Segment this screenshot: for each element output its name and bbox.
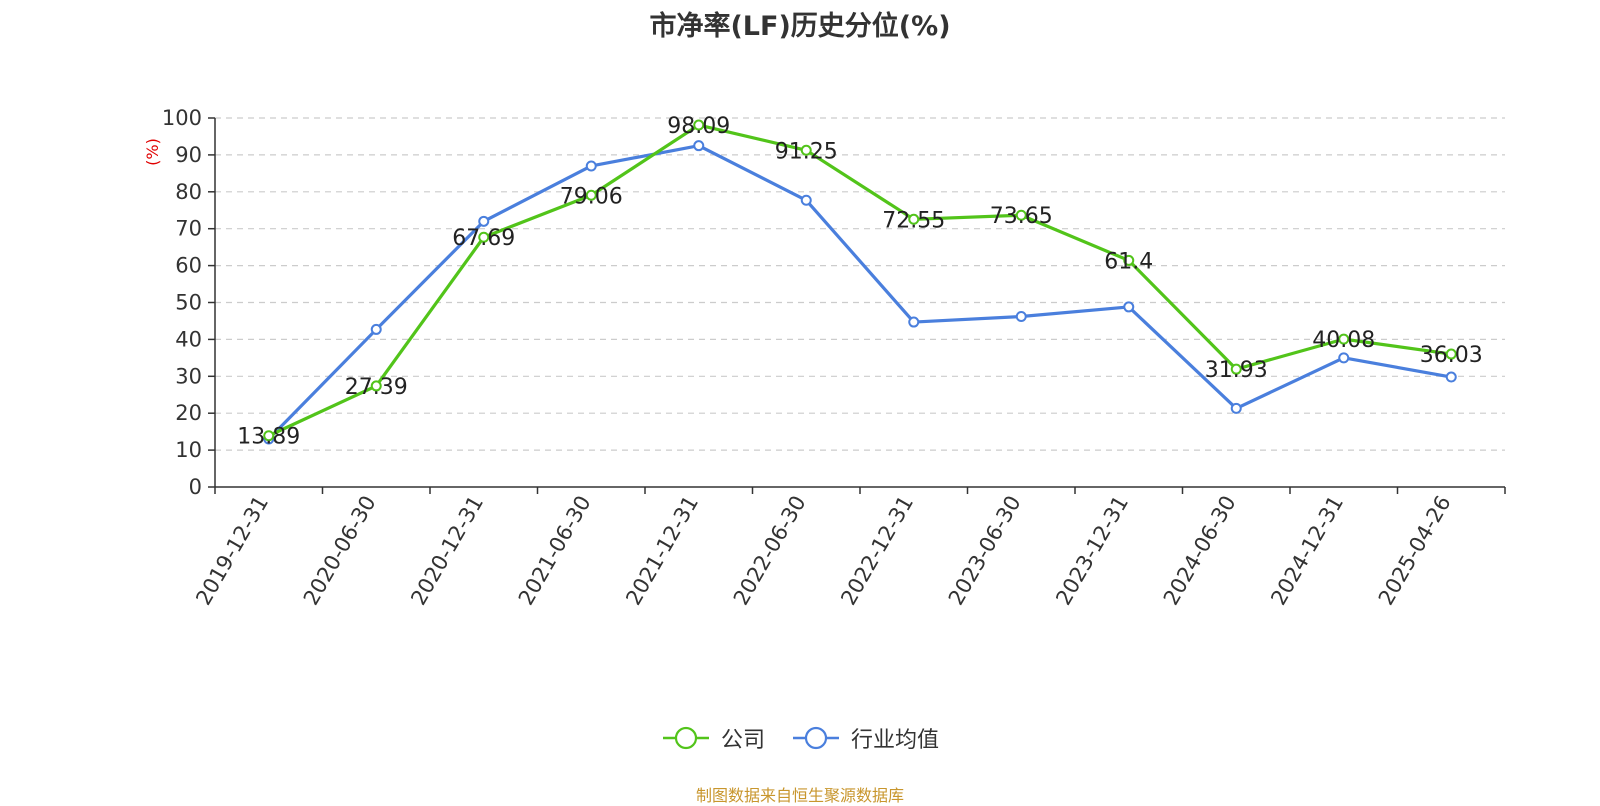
legend: 公司 行业均值 [0, 722, 1600, 754]
y-tick-label: 40 [175, 327, 202, 351]
y-tick-label: 80 [175, 180, 202, 204]
legend-item[interactable]: 公司 [661, 722, 765, 754]
x-tick-label: 2019-12-31 [191, 492, 273, 610]
x-tick-label: 2020-12-31 [406, 492, 488, 610]
legend-item[interactable]: 行业均值 [791, 722, 939, 754]
data-label: 27.39 [345, 375, 408, 400]
y-tick-label: 70 [175, 217, 202, 241]
series-lines [263, 119, 1457, 445]
data-point [1123, 301, 1135, 313]
gridlines [215, 117, 1505, 451]
legend-label: 公司 [720, 728, 765, 753]
data-point [370, 323, 382, 335]
x-tick-label: 2022-12-31 [836, 492, 918, 610]
y-tick-label: 30 [175, 364, 202, 388]
data-point [1230, 402, 1242, 414]
data-point [370, 380, 382, 392]
data-point [263, 430, 275, 442]
data-point [478, 231, 490, 243]
axes: 0 10 20 30 40 50 60 70 80 90 100 2019-12-31 2020-06-… [162, 106, 1506, 610]
data-point [1123, 254, 1135, 266]
data-point [800, 194, 812, 206]
data-label: 36.03 [1420, 343, 1483, 368]
data-point [908, 213, 920, 225]
x-tick-label: 2023-06-30 [944, 492, 1026, 610]
y-tick-label: 100 [162, 106, 202, 130]
data-point [1338, 352, 1350, 364]
x-tick-label: 2022-06-30 [729, 492, 811, 610]
legend-symbol [662, 726, 709, 750]
data-point [800, 144, 812, 156]
y-tick-label: 90 [175, 143, 202, 167]
data-point [1015, 209, 1027, 221]
series-line-1 [267, 144, 1452, 441]
y-tick-label: 60 [175, 254, 202, 278]
data-labels: 13.89 27.39 67.69 79.06 98.09 91.25 72.55 73.65… [237, 114, 1482, 450]
legend-label: 行业均值 [851, 728, 940, 753]
x-tick-label: 2024-06-30 [1159, 492, 1241, 610]
x-tick-label: 2024-12-31 [1266, 492, 1348, 610]
y-tick-label: 0 [189, 475, 202, 499]
data-label: 31.93 [1205, 358, 1268, 383]
data-label: 13.89 [237, 425, 300, 450]
data-point [908, 316, 920, 328]
x-tick-label: 2023-12-31 [1051, 492, 1133, 610]
x-tick-label: 2020-06-30 [299, 492, 381, 610]
data-label: 67.69 [452, 226, 515, 251]
data-point [1445, 371, 1457, 383]
data-point [478, 215, 490, 227]
source-note: 制图数据来自恒生聚源数据库 [695, 786, 904, 805]
data-label: 73.65 [990, 204, 1053, 229]
y-tick-label: 20 [175, 401, 202, 425]
x-tick-label: 2025-04-26 [1374, 492, 1456, 610]
data-label: 40.08 [1312, 328, 1375, 353]
data-label: 61.4 [1104, 249, 1153, 274]
data-point [1338, 333, 1350, 345]
data-point [585, 189, 597, 201]
data-point [693, 140, 705, 152]
x-tick-label: 2021-12-31 [621, 492, 703, 610]
y-tick-label: 10 [175, 438, 202, 462]
series-line-0 [268, 123, 1452, 438]
data-label: 91.25 [775, 139, 838, 164]
data-point [693, 119, 705, 131]
x-tick-label: 2021-06-30 [514, 492, 596, 610]
legend-symbol [793, 726, 839, 750]
data-point [585, 160, 597, 172]
chart-title: 市净率(LF)历史分位(%) [649, 11, 951, 42]
data-label: 98.09 [667, 114, 730, 139]
data-point [1015, 311, 1027, 323]
y-axis-label: (%) [143, 138, 162, 166]
data-point [1230, 363, 1242, 375]
y-tick-label: 50 [175, 291, 202, 315]
data-point [1445, 348, 1457, 360]
data-label: 72.55 [882, 208, 945, 233]
data-label: 79.06 [560, 184, 623, 209]
